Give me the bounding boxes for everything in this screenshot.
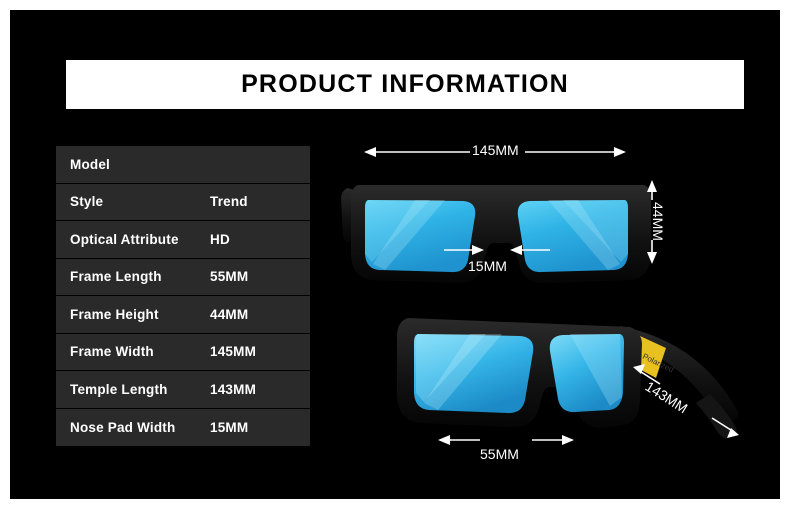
spec-table: Model Style Trend Optical Attribute HD F… [56, 146, 310, 446]
front-right-lens [517, 200, 628, 273]
spec-value: 15MM [210, 419, 249, 435]
front-left-lens [365, 200, 476, 273]
spec-value: 143MM [210, 381, 257, 397]
arrow-up-front-height [647, 180, 657, 192]
spec-value: Trend [210, 194, 248, 210]
page-inner: PRODUCT INFORMATION Model Style Trend Op… [20, 20, 780, 499]
table-row: Style Trend [56, 184, 310, 221]
side-view-glasses: Polarized [397, 318, 738, 439]
sunglasses-illustration: Polarized [341, 147, 739, 445]
table-row: Temple Length 143MM [56, 371, 310, 409]
arrow-left-bridge [510, 245, 522, 255]
front-view-glasses [341, 185, 651, 284]
spec-label: Model [70, 156, 110, 172]
arrow-right-lens-width [562, 435, 574, 445]
spec-value: 145MM [210, 344, 257, 360]
table-row: Frame Width 145MM [56, 334, 310, 371]
table-row: Model [56, 146, 310, 184]
arrow-start-temple-length [633, 364, 645, 374]
arrow-left-front-width [364, 147, 376, 157]
arrow-right-front-width [614, 147, 626, 157]
spec-label: Temple Length [70, 381, 168, 397]
front-width-label: 145MM [472, 142, 519, 158]
temple-length-dimension [637, 369, 735, 433]
spec-label: Frame Width [70, 344, 154, 360]
spec-label: Style [70, 194, 104, 210]
spec-label: Frame Length [70, 269, 162, 285]
product-diagram: Polarized [320, 130, 780, 499]
table-row: Frame Length 55MM [56, 259, 310, 296]
side-right-lens [549, 334, 624, 413]
table-row: Frame Height 44MM [56, 296, 310, 334]
header-band [66, 60, 744, 109]
side-left-lens [414, 334, 534, 414]
page-title: PRODUCT INFORMATION [241, 70, 569, 98]
arrow-left-lens-width [438, 435, 450, 445]
spec-label: Optical Attribute [70, 231, 179, 247]
front-height-label: 44MM [650, 202, 666, 241]
table-row: Nose Pad Width 15MM [56, 409, 310, 447]
arrow-down-front-height [647, 252, 657, 264]
spec-value: 44MM [210, 306, 249, 322]
table-row: Optical Attribute HD [56, 221, 310, 259]
arrow-end-temple-length [727, 428, 739, 438]
spec-label: Nose Pad Width [70, 419, 176, 435]
bridge-width-label: 15MM [468, 258, 507, 274]
spec-label: Frame Height [70, 306, 159, 322]
arrow-right-bridge [472, 245, 484, 255]
lens-width-label: 55MM [480, 446, 519, 462]
spec-value: 55MM [210, 269, 249, 285]
spec-value: HD [210, 231, 230, 247]
